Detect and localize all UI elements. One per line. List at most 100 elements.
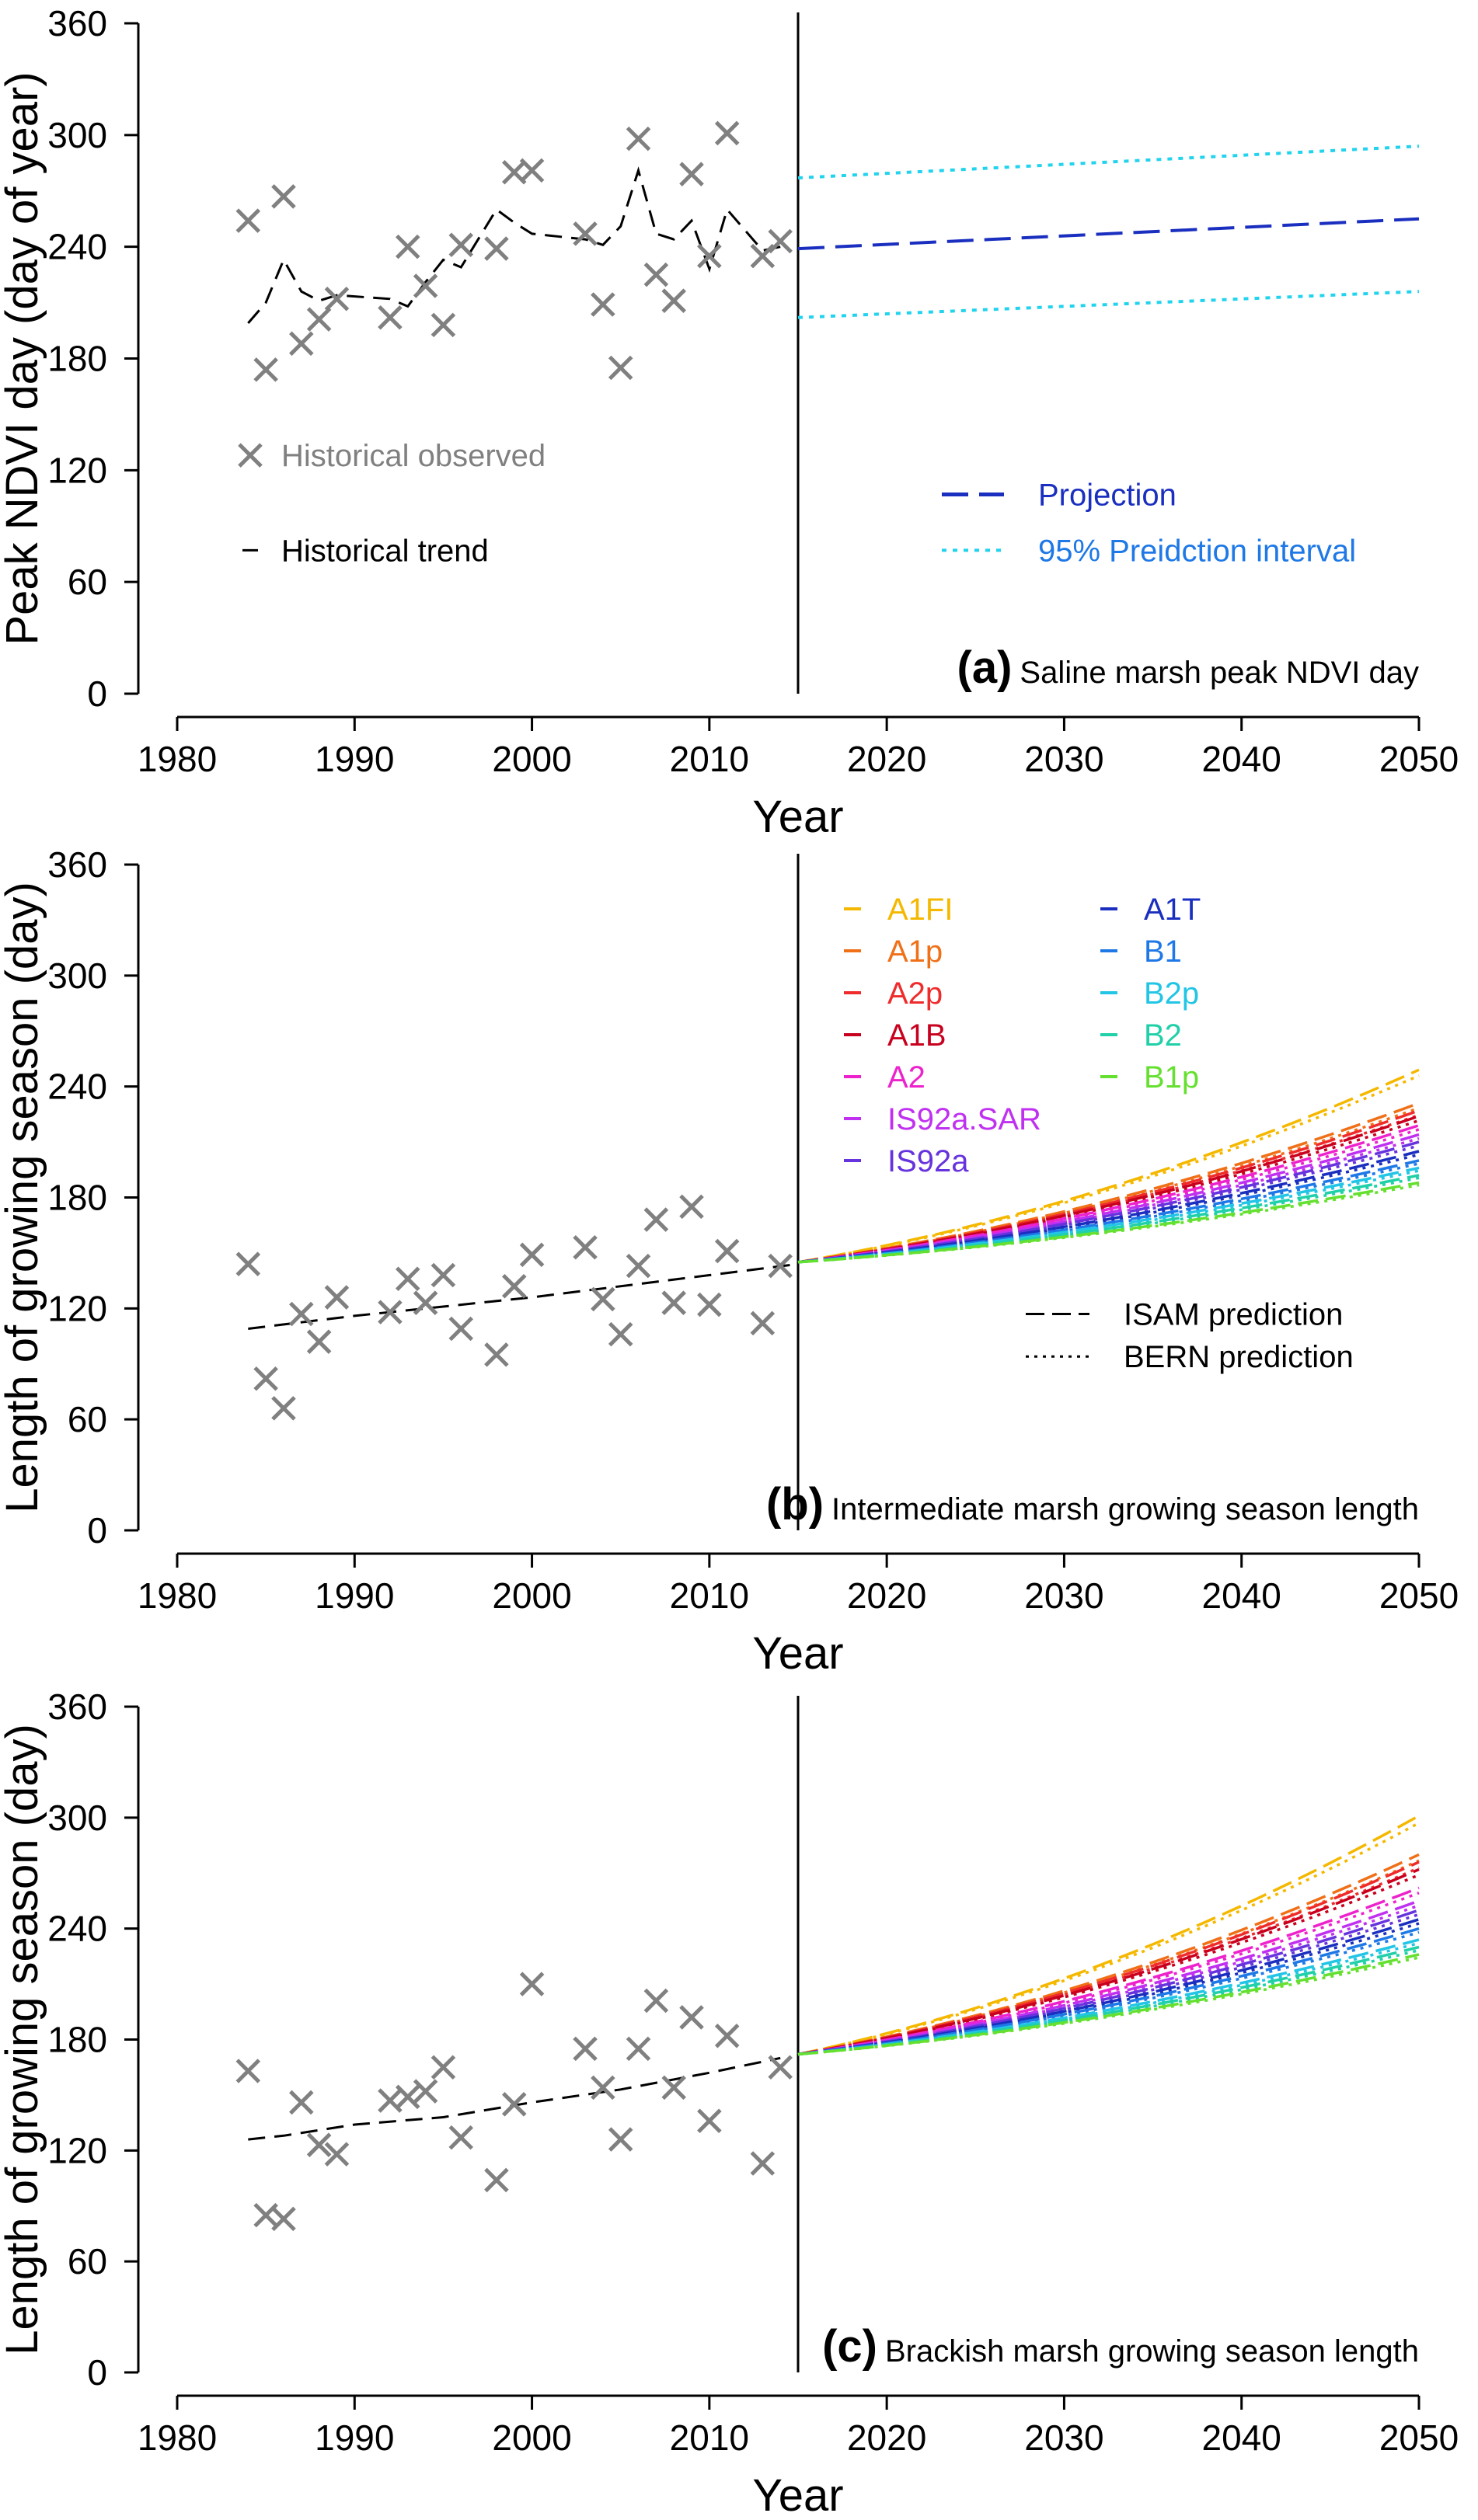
x-tick-label: 2050 bbox=[1379, 739, 1459, 779]
observed-point bbox=[273, 1397, 295, 1419]
chart-panel-a: 0 60 120 180 240 300 360 1980 1990 2000 2010 2020 20… bbox=[0, 3, 1459, 842]
legend-label-IS92a.SAR: IS92a.SAR bbox=[887, 1102, 1041, 1136]
y-tick-label: 120 bbox=[47, 2130, 107, 2170]
observed-point bbox=[521, 1973, 543, 1995]
x-tick-label: 2010 bbox=[670, 2417, 749, 2458]
y-tick-label: 120 bbox=[47, 450, 107, 490]
observed-point bbox=[681, 2007, 702, 2028]
observed-point bbox=[308, 308, 330, 330]
legend-historical: Historical observed Historical trend bbox=[239, 439, 546, 568]
y-tick-label: 0 bbox=[87, 2352, 107, 2393]
observed-point bbox=[628, 1255, 650, 1277]
observed-point bbox=[610, 357, 632, 378]
y-tick-label: 0 bbox=[87, 674, 107, 714]
legend-projection: Projection 95% Preidction interval bbox=[942, 478, 1356, 568]
observed-point bbox=[610, 2128, 632, 2150]
x-axis-title: Year bbox=[752, 792, 843, 842]
x-axis-title: Year bbox=[752, 2470, 843, 2520]
legend-label-A1T: A1T bbox=[1144, 893, 1201, 927]
observed-point bbox=[326, 1286, 347, 1308]
y-tick-label: 60 bbox=[68, 1399, 107, 1439]
legend-label-A2p: A2p bbox=[887, 976, 943, 1011]
y-tick-label: 180 bbox=[47, 2020, 107, 2060]
observed-point bbox=[450, 1318, 472, 1340]
observed-point bbox=[237, 1253, 259, 1275]
observed-point bbox=[326, 288, 347, 310]
legend-models: ISAM predictionBERN prediction bbox=[1026, 1297, 1354, 1374]
x-tick-label: 2000 bbox=[492, 2417, 571, 2458]
legend-label-A1B: A1B bbox=[887, 1018, 946, 1053]
y-tick-label: 240 bbox=[47, 1067, 107, 1107]
x-tick-label: 2020 bbox=[847, 739, 926, 779]
observed-point bbox=[663, 290, 685, 312]
observed-point bbox=[769, 2056, 791, 2078]
legend-scenarios: A1FIA1pA2pA1BA2IS92a.SARIS92aA1TB1B2pB2B… bbox=[844, 893, 1201, 1178]
panel-title: (a) Saline marsh peak NDVI day bbox=[957, 642, 1419, 693]
observed-point bbox=[663, 1292, 685, 1314]
observed-point bbox=[273, 186, 295, 207]
observed-point bbox=[716, 1241, 738, 1262]
legend-label-trend: Historical trend bbox=[281, 534, 489, 568]
observed-point bbox=[450, 234, 472, 256]
observed-point bbox=[628, 128, 650, 150]
observed-point bbox=[432, 2056, 454, 2078]
observed-point bbox=[273, 2208, 295, 2229]
observed-point bbox=[574, 223, 596, 245]
y-tick-label: 180 bbox=[47, 1178, 107, 1218]
chart-panel-c: 0 60 120 180 240 300 360 1980 1990 2000 2010 2020 20… bbox=[0, 1686, 1459, 2520]
observed-point bbox=[239, 444, 261, 466]
observed-point bbox=[415, 2080, 437, 2102]
observed-point bbox=[521, 1244, 543, 1265]
panel-letter: (a) bbox=[957, 642, 1013, 693]
legend-label-A1p: A1p bbox=[887, 935, 943, 969]
y-tick-label: 60 bbox=[68, 2241, 107, 2282]
panel-title: (c) Brackish marsh growing season length bbox=[822, 2321, 1419, 2372]
isam-line-A2p bbox=[798, 1862, 1419, 2055]
observed-point bbox=[415, 275, 437, 297]
y-tick-label: 360 bbox=[47, 844, 107, 885]
observed-point bbox=[397, 2086, 419, 2108]
observed-point bbox=[432, 314, 454, 336]
legend-label-projection: Projection bbox=[1038, 478, 1176, 512]
y-tick-label: 60 bbox=[68, 562, 107, 602]
prediction-interval-upper bbox=[798, 146, 1419, 178]
y-tick-label: 0 bbox=[87, 1510, 107, 1551]
x-tick-label: 1980 bbox=[138, 739, 217, 779]
observed-point bbox=[716, 122, 738, 144]
observed-point bbox=[397, 1268, 419, 1290]
legend-label-B1p: B1p bbox=[1144, 1060, 1199, 1095]
chart-panel-b: 0601201802403003601980 1990 2000 2010 2020 20… bbox=[0, 844, 1459, 1679]
legend-label-bern: BERN prediction bbox=[1124, 1340, 1354, 1374]
panel-letter: (c) bbox=[822, 2321, 877, 2372]
observed-point bbox=[592, 2076, 614, 2098]
observed-point bbox=[255, 1368, 277, 1390]
prediction-interval-lower bbox=[798, 291, 1419, 318]
observed-point bbox=[751, 245, 773, 267]
observed-point bbox=[592, 1288, 614, 1310]
x-tick-label: 2040 bbox=[1202, 2417, 1281, 2458]
observed-point bbox=[699, 245, 720, 267]
x-tick-label: 2030 bbox=[1024, 739, 1103, 779]
legend-label-A1FI: A1FI bbox=[887, 893, 953, 927]
observed-point bbox=[521, 159, 543, 181]
isam-line-A1FI bbox=[798, 1816, 1419, 2055]
x-tick-label: 2000 bbox=[492, 739, 571, 779]
observed-point bbox=[681, 1196, 702, 1217]
y-tick-label: 300 bbox=[47, 955, 107, 996]
observed-point bbox=[486, 2169, 507, 2191]
observed-point bbox=[308, 1331, 330, 1352]
observed-point bbox=[628, 2038, 650, 2059]
y-tick-label: 360 bbox=[47, 1686, 107, 1727]
x-tick-label: 2040 bbox=[1202, 1575, 1281, 1616]
observed-point bbox=[751, 1312, 773, 1334]
x-tick-label: 2010 bbox=[670, 739, 749, 779]
observed-point bbox=[681, 163, 702, 185]
x-tick-label: 2010 bbox=[670, 1575, 749, 1616]
y-tick-label: 360 bbox=[47, 3, 107, 44]
observed-point bbox=[645, 1209, 667, 1230]
observed-point bbox=[574, 1237, 596, 1258]
observed-point bbox=[769, 230, 791, 252]
legend-label-B1: B1 bbox=[1144, 935, 1182, 969]
x-tick-label: 2030 bbox=[1024, 1575, 1103, 1616]
legend-label-observed: Historical observed bbox=[281, 439, 546, 473]
